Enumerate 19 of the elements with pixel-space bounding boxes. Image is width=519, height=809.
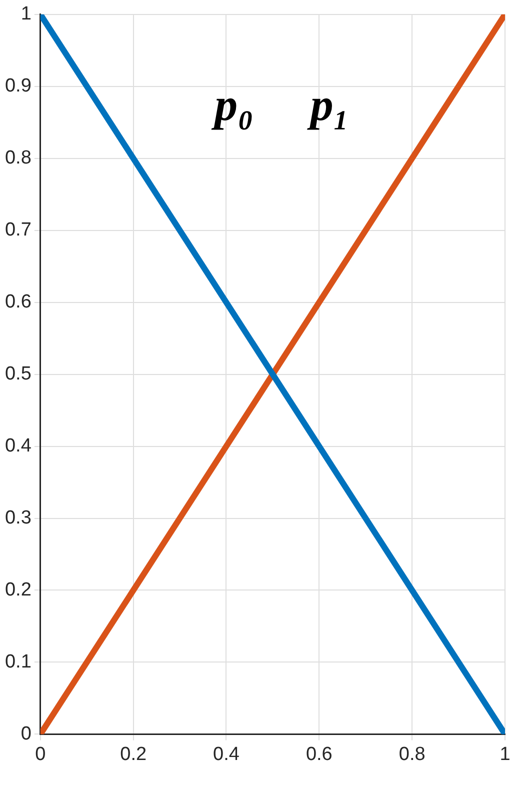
- y-tick-label: 0.7: [4, 220, 32, 241]
- y-tick-label: 0.5: [4, 364, 32, 385]
- y-tick-label: 1: [20, 4, 32, 25]
- series-label: p₀: [210, 78, 254, 130]
- x-tick-label: 0: [35, 744, 46, 765]
- y-tick-label: 0.4: [4, 436, 32, 457]
- y-tick-label: 0.8: [4, 148, 32, 169]
- x-tick-label: 1: [500, 744, 510, 765]
- x-tick-label: 0.2: [120, 744, 147, 765]
- y-tick-label: 0.2: [4, 579, 32, 600]
- series-label: p₁: [306, 78, 350, 130]
- y-tick-label: 0.6: [4, 292, 32, 313]
- x-tick-label: 0.8: [398, 744, 426, 765]
- y-tick-label: 0.3: [4, 507, 32, 528]
- y-tick-label: 0.1: [4, 651, 32, 672]
- x-tick-label: 0.4: [213, 744, 240, 765]
- x-tick-label: 0.6: [306, 744, 332, 765]
- y-tick-label: 0.9: [4, 76, 32, 97]
- y-tick-label: 0: [20, 723, 32, 744]
